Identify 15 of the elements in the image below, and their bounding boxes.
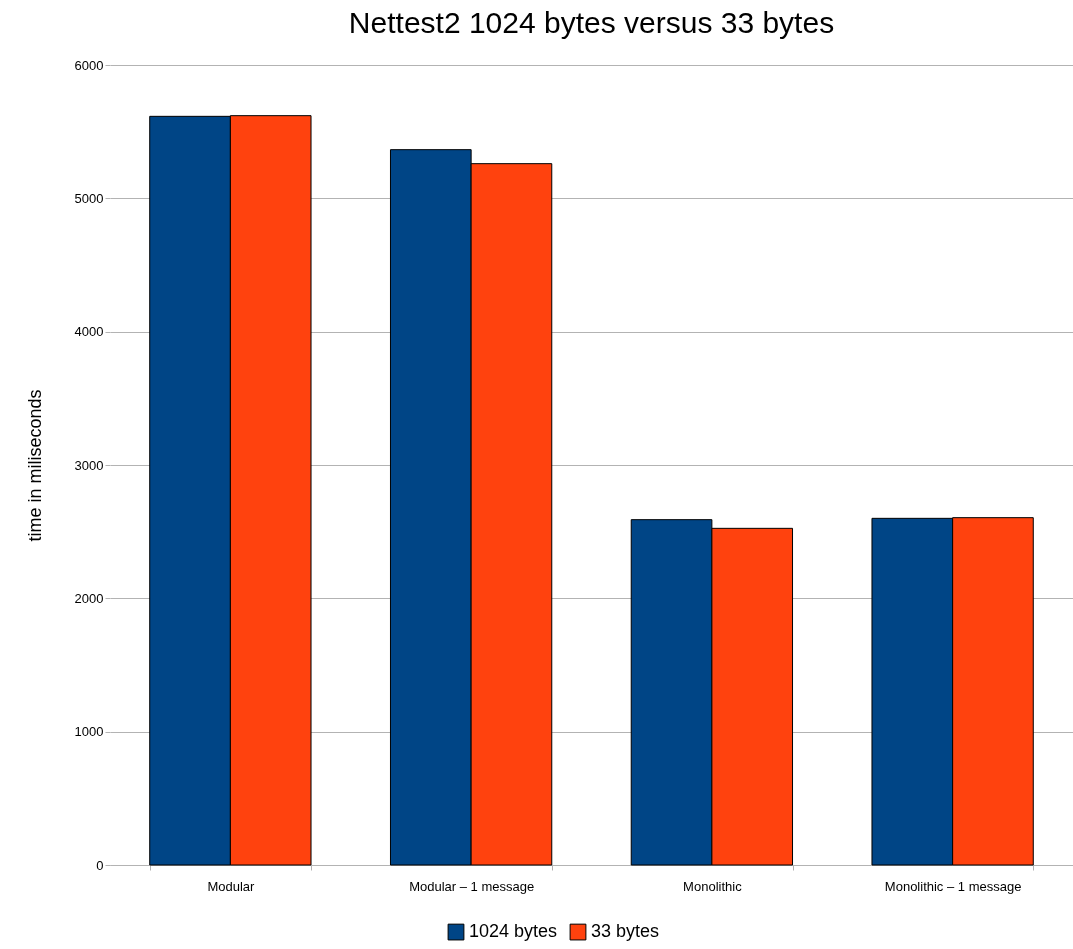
x-tick-label: Monolithic [683, 878, 743, 894]
y-tick-label: 2000 [74, 590, 104, 606]
y-tick-label: 6000 [74, 57, 104, 73]
x-tick-label: Modular [207, 878, 256, 894]
y-tick-label: 5000 [74, 190, 104, 206]
legend-label: 33 bytes [591, 921, 660, 942]
y-tick-label: 1000 [74, 724, 104, 740]
legend-label: 1024 bytes [469, 921, 558, 942]
y-tick-label: 0 [96, 857, 104, 873]
y-tick-label: 4000 [74, 324, 104, 340]
x-tick-label: Monolithic – 1 message [884, 878, 1022, 894]
y-tick-label: 3000 [74, 457, 104, 473]
chart-title: Nettest2 1024 bytes versus 33 bytes [348, 6, 835, 39]
x-tick-label: Modular – 1 message [409, 878, 535, 894]
y-axis-title: time in miliseconds [24, 389, 45, 542]
